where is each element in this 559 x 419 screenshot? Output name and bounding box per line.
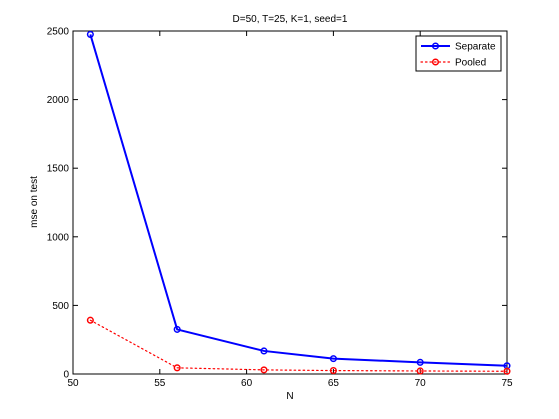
data-point-pooled	[173, 364, 181, 372]
data-point-separate	[329, 355, 337, 363]
y-axis-label: mse on test	[29, 176, 40, 228]
legend-box	[415, 35, 502, 72]
series-layer	[86, 30, 511, 375]
y-tick-label: 500	[52, 301, 69, 312]
plot-area	[72, 30, 508, 375]
x-axis-label: N	[286, 391, 293, 402]
x-tick-label: 70	[415, 378, 427, 389]
series-line-pooled	[89, 319, 508, 372]
data-point-pooled	[503, 367, 511, 375]
legend-label-separate: Separate	[455, 42, 496, 53]
x-tick-label: 55	[154, 378, 166, 389]
y-tick-label: 2500	[47, 27, 70, 38]
data-point-pooled	[416, 367, 424, 375]
data-point-separate	[260, 347, 268, 355]
series-line-separate	[89, 34, 508, 367]
y-tick-label: 1500	[47, 164, 70, 175]
legend-marker-separate	[431, 42, 440, 50]
y-tick-label: 1000	[47, 232, 70, 243]
legend-marker-pooled	[431, 58, 440, 66]
data-point-separate	[173, 325, 181, 333]
x-tick-label: 75	[501, 378, 513, 389]
legend: Separate Pooled	[415, 35, 502, 72]
data-point-pooled	[260, 366, 268, 374]
y-axis: 0 500 1000 1500 2000 2500	[47, 27, 507, 381]
chart-title: D=50, T=25, K=1, seed=1	[233, 14, 348, 25]
x-tick-label: 50	[67, 378, 79, 389]
legend-label-pooled: Pooled	[455, 58, 486, 69]
data-point-pooled	[329, 367, 337, 375]
x-tick-label: 60	[241, 378, 253, 389]
x-tick-label: 65	[328, 378, 340, 389]
data-point-separate	[86, 30, 94, 38]
y-tick-label: 2000	[47, 95, 70, 106]
data-point-pooled	[86, 316, 94, 324]
y-tick-label: 0	[63, 370, 69, 381]
data-point-separate	[416, 358, 424, 366]
